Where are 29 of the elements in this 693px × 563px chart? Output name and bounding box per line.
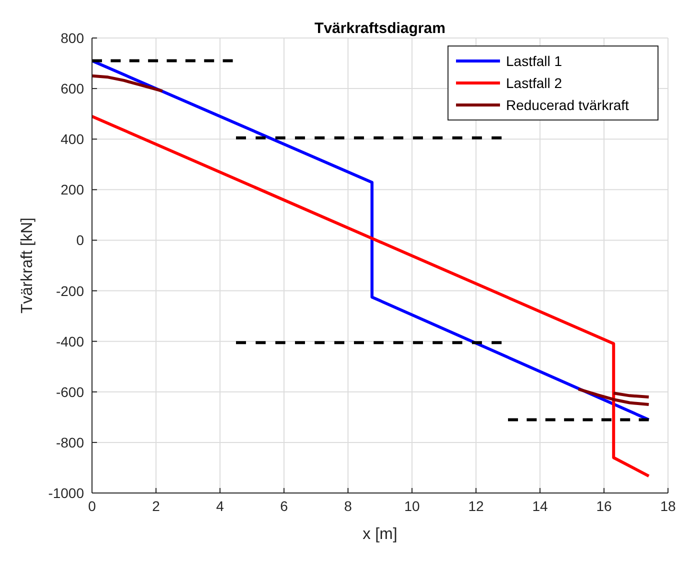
y-tick-label: -800 <box>56 434 84 450</box>
y-tick-label: -600 <box>56 384 84 400</box>
legend-label: Lastfall 2 <box>506 75 562 91</box>
y-tick-label: 600 <box>60 80 84 97</box>
y-tick-label: 0 <box>76 232 84 248</box>
x-axis-title: x [m] <box>362 526 398 543</box>
x-tick-label: 12 <box>468 498 484 514</box>
x-tick-label: 2 <box>152 498 160 514</box>
line-series <box>90 114 650 478</box>
x-tick-label: 0 <box>88 498 96 514</box>
line-series <box>90 74 164 93</box>
y-axis-title: Tvärkraft [kN] <box>19 217 36 314</box>
y-tick-label: -200 <box>56 282 84 299</box>
line-series <box>576 388 650 406</box>
x-tick-label: 10 <box>404 498 420 514</box>
x-tick-label: 6 <box>280 498 288 514</box>
chart-title: Tvärkraftsdiagram <box>314 20 446 37</box>
x-tick-label: 8 <box>344 498 352 514</box>
y-tick-label: 200 <box>60 182 84 198</box>
x-tick-label: 18 <box>660 498 676 514</box>
y-tick-label: 400 <box>60 131 84 148</box>
x-tick-label: 14 <box>532 498 548 514</box>
x-tick-label: 16 <box>596 498 612 514</box>
y-tick-label: 800 <box>60 30 84 46</box>
legend-label: Reducerad tvärkraft <box>506 97 630 113</box>
y-tick-label: -400 <box>56 333 84 350</box>
y-tick-label: -1000 <box>48 485 84 501</box>
legend-label: Lastfall 1 <box>506 53 562 69</box>
x-tick-label: 4 <box>216 498 224 514</box>
